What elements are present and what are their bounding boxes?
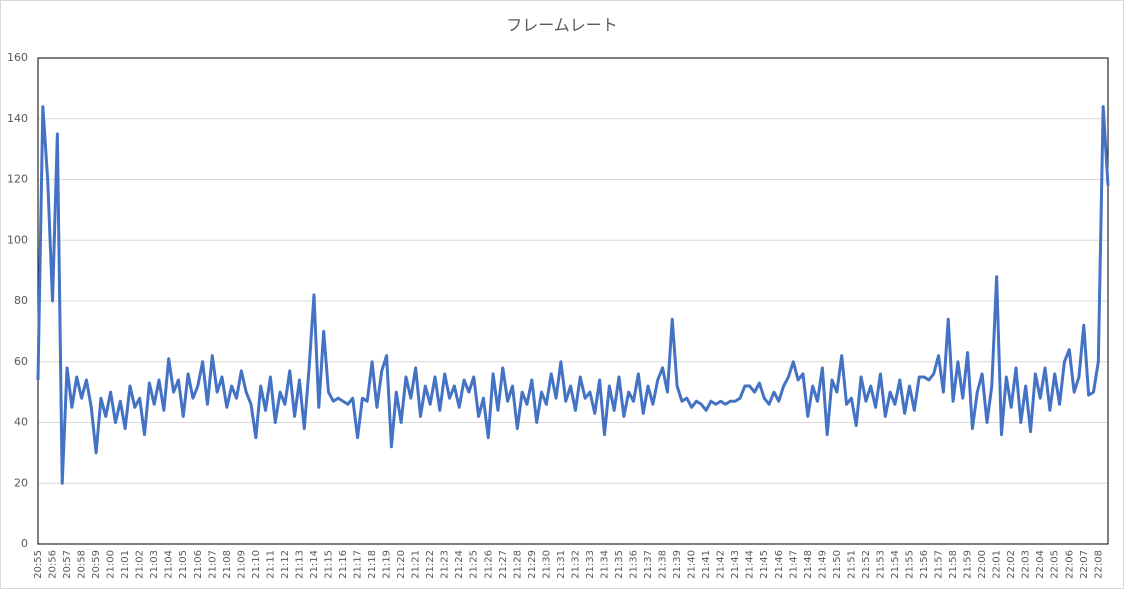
x-tick-label: 21:39	[672, 550, 683, 579]
x-tick-label: 22:00	[977, 550, 988, 579]
x-tick-label: 21:58	[948, 550, 959, 579]
x-tick-label: 21:11	[265, 550, 276, 579]
x-tick-label: 21:07	[207, 550, 218, 579]
y-tick-label: 60	[14, 355, 28, 368]
x-tick-label: 22:02	[1006, 550, 1017, 579]
x-tick-label: 21:31	[556, 550, 567, 579]
x-tick-label: 20:56	[48, 550, 59, 579]
y-tick-label: 120	[7, 173, 28, 186]
x-tick-label: 21:13	[294, 550, 305, 579]
y-tick-label: 140	[7, 112, 28, 125]
x-tick-label: 21:01	[120, 550, 131, 579]
x-tick-label: 21:44	[745, 550, 756, 579]
x-tick-label: 21:53	[875, 550, 886, 579]
x-tick-label: 22:04	[1035, 550, 1046, 579]
x-tick-label: 22:01	[992, 550, 1003, 579]
x-tick-label: 21:20	[396, 550, 407, 579]
x-tick-label: 21:23	[440, 550, 451, 579]
x-tick-label: 21:06	[193, 550, 204, 579]
x-tick-label: 21:17	[353, 550, 364, 579]
x-tick-label: 21:00	[106, 550, 117, 579]
x-tick-label: 21:19	[382, 550, 393, 579]
y-tick-label: 160	[7, 51, 28, 64]
y-tick-label: 20	[14, 476, 28, 489]
x-tick-label: 20:59	[91, 550, 102, 579]
x-tick-label: 21:56	[919, 550, 930, 579]
x-tick-label: 21:37	[643, 550, 654, 579]
x-tick-label: 22:06	[1064, 550, 1075, 579]
x-tick-label: 21:18	[367, 550, 378, 579]
x-tick-label: 21:28	[512, 550, 523, 579]
x-tick-label: 21:32	[570, 550, 581, 579]
x-tick-label: 21:29	[527, 550, 538, 579]
x-tick-label: 21:49	[817, 550, 828, 579]
x-tick-label: 21:02	[135, 550, 146, 579]
x-tick-label: 21:52	[861, 550, 872, 579]
x-tick-label: 21:48	[803, 550, 814, 579]
x-tick-label: 21:45	[759, 550, 770, 579]
x-tick-label: 21:14	[309, 550, 320, 579]
x-tick-label: 21:51	[846, 550, 857, 579]
y-tick-label: 100	[7, 233, 28, 246]
x-tick-label: 21:15	[323, 550, 334, 579]
x-tick-label: 21:46	[774, 550, 785, 579]
x-tick-label: 21:05	[178, 550, 189, 579]
x-tick-label: 21:03	[149, 550, 160, 579]
y-tick-label: 40	[14, 416, 28, 429]
x-tick-label: 21:33	[585, 550, 596, 579]
x-tick-label: 21:16	[338, 550, 349, 579]
x-tick-label: 21:50	[832, 550, 843, 579]
x-tick-label: 22:05	[1050, 550, 1061, 579]
x-tick-label: 21:22	[425, 550, 436, 579]
x-tick-label: 21:25	[469, 550, 480, 579]
x-tick-label: 21:10	[251, 550, 262, 579]
data-line	[36, 105, 1110, 485]
y-tick-label: 80	[14, 294, 28, 307]
x-tick-label: 21:55	[904, 550, 915, 579]
x-tick-label: 22:07	[1079, 550, 1090, 579]
x-tick-label: 21:41	[701, 550, 712, 579]
chart-title: フレームレート	[506, 16, 618, 35]
x-tick-label: 21:43	[730, 550, 741, 579]
x-tick-label: 21:35	[614, 550, 625, 579]
x-tick-label: 21:47	[788, 550, 799, 579]
x-tick-label: 21:26	[483, 550, 494, 579]
x-tick-label: 21:04	[164, 550, 175, 579]
x-tick-label: 21:57	[934, 550, 945, 579]
x-tick-label: 21:54	[890, 550, 901, 579]
y-tick-label: 0	[21, 537, 28, 550]
x-tick-label: 20:57	[62, 550, 73, 579]
x-tick-label: 21:24	[454, 550, 465, 579]
x-tick-label: 21:21	[411, 550, 422, 579]
x-tick-label: 21:08	[222, 550, 233, 579]
x-tick-label: 21:12	[280, 550, 291, 579]
x-tick-label: 22:03	[1021, 550, 1032, 579]
x-tick-label: 21:38	[658, 550, 669, 579]
x-tick-label: 21:59	[963, 550, 974, 579]
x-tick-label: 21:36	[629, 550, 640, 579]
x-tick-label: 20:55	[33, 550, 44, 579]
x-tick-label: 21:34	[599, 550, 610, 579]
x-tick-label: 21:30	[541, 550, 552, 579]
x-tick-label: 21:09	[236, 550, 247, 579]
x-tick-label: 21:40	[687, 550, 698, 579]
x-tick-label: 20:58	[77, 550, 88, 579]
x-tick-label: 21:42	[716, 550, 727, 579]
x-tick-label: 22:08	[1093, 550, 1104, 579]
x-tick-label: 21:27	[498, 550, 509, 579]
